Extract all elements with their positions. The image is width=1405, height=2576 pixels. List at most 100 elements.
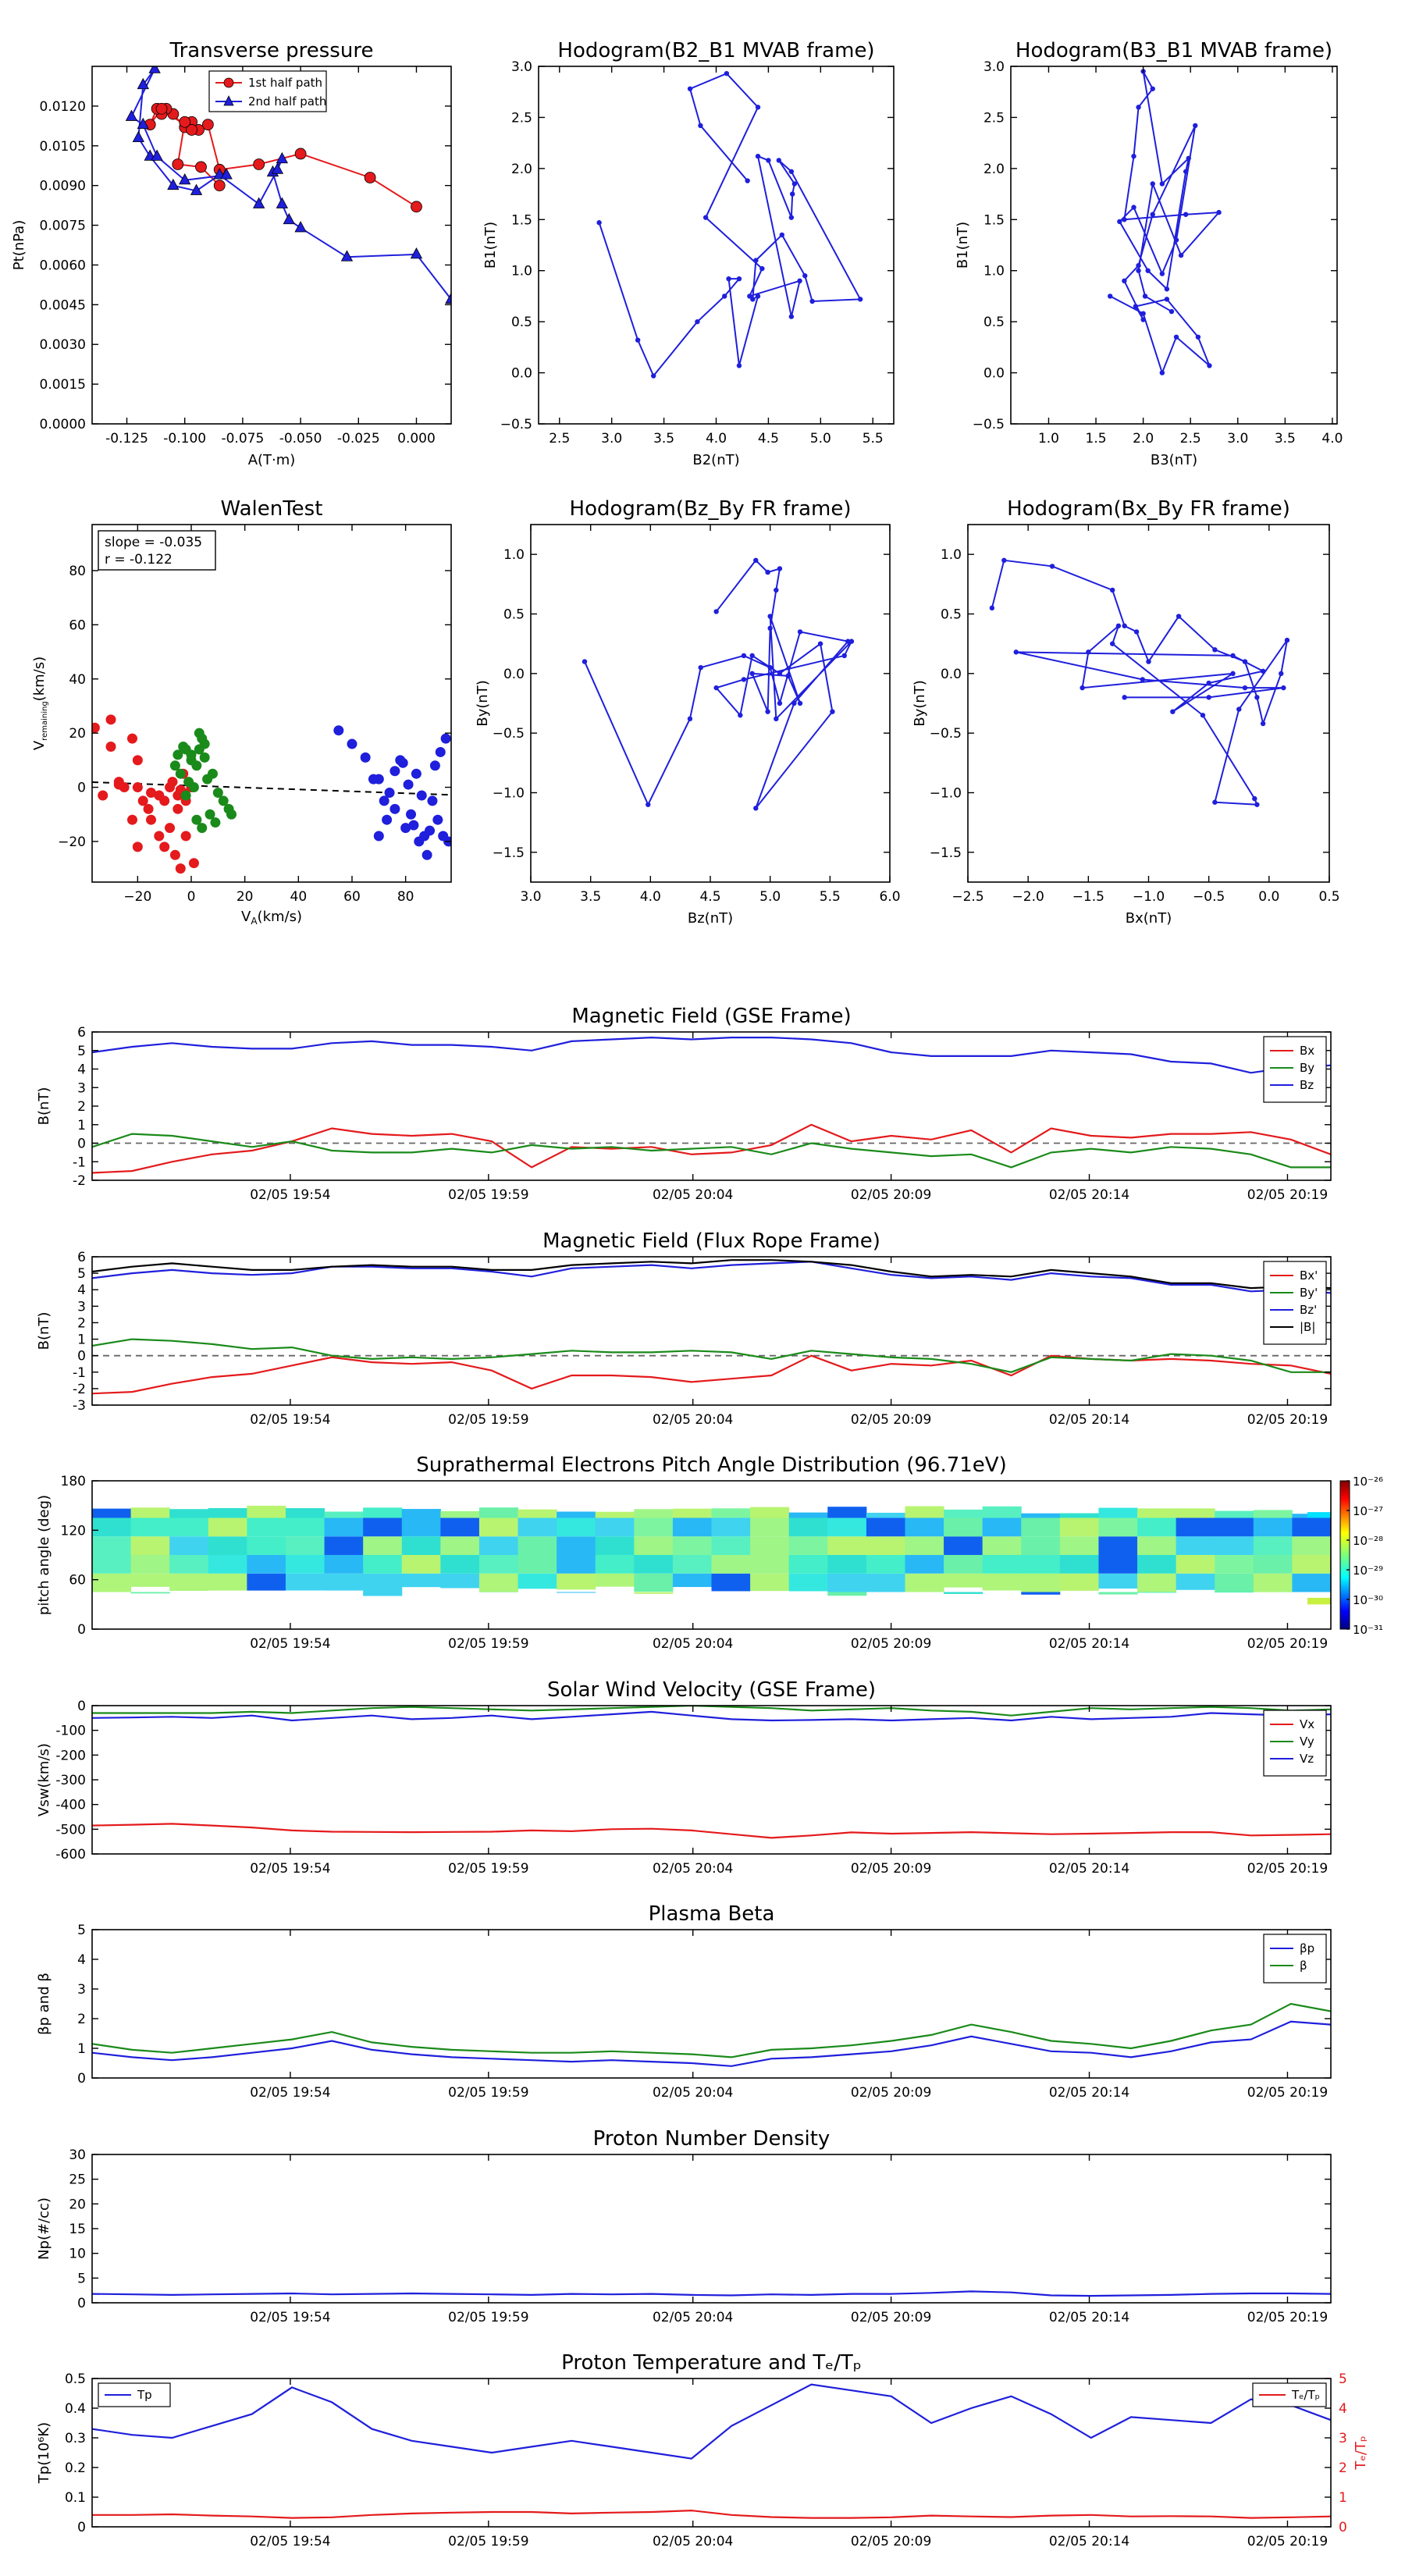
x-tick-label: 4.0 <box>640 889 661 905</box>
y-tick-label-right: 0 <box>1339 2520 1347 2535</box>
data-point <box>113 779 124 790</box>
heatmap-cell <box>827 1573 867 1592</box>
legend-label: Tp <box>137 2388 152 2402</box>
legend-label: Bx <box>1300 1044 1314 1058</box>
heatmap-cell <box>208 1507 247 1518</box>
data-point <box>180 790 191 801</box>
plot-area <box>92 714 451 874</box>
heatmap-cell <box>324 1517 364 1537</box>
data-point <box>1049 564 1055 569</box>
plot-area <box>1108 69 1222 375</box>
data-point <box>713 609 719 614</box>
heatmap-cell <box>1059 1513 1099 1518</box>
heatmap-cell <box>866 1517 905 1537</box>
heatmap-cell <box>363 1536 403 1555</box>
heatmap-cell <box>1215 1517 1254 1537</box>
y-tick-label: 2.5 <box>984 110 1005 126</box>
panel-h1: Hodogram(B2_B1 MVAB frame) 2.5 3.0 3.5 4.0 4.… <box>482 39 895 468</box>
x-tick-label: 60 <box>343 889 361 905</box>
heatmap-cell <box>92 1517 132 1537</box>
data-point <box>1013 649 1019 655</box>
data-point <box>294 148 307 160</box>
heatmap-cell <box>440 1573 480 1589</box>
time-tick-label: 02/05 20:19 <box>1247 1412 1328 1428</box>
chart-title: Hodogram(Bz_By FR frame) <box>570 497 852 521</box>
y-tick-label: 180 <box>61 1474 86 1489</box>
heatmap-cell <box>1176 1555 1215 1574</box>
heatmap-cell <box>1021 1513 1061 1518</box>
y-tick-label: 0.0 <box>984 366 1005 382</box>
heatmap-cell <box>982 1555 1022 1574</box>
data-point <box>1195 334 1201 340</box>
data-point <box>276 151 289 164</box>
x-tick-label: −0.5 <box>1193 889 1225 905</box>
data-point <box>776 158 781 163</box>
data-point <box>132 782 143 793</box>
heatmap-cell <box>285 1555 325 1574</box>
heatmap-cell <box>401 1573 441 1588</box>
heatmap-cell <box>1021 1592 1061 1595</box>
y-tick-label: -300 <box>55 1773 86 1788</box>
y-tick-label: 60 <box>69 617 86 633</box>
legend-label: Vx <box>1300 1717 1314 1731</box>
y-tick-label: 0.5 <box>941 607 962 623</box>
data-point <box>797 629 803 635</box>
plot-frame <box>91 1031 1332 1181</box>
time-tick-label: 02/05 20:19 <box>1247 1187 1328 1203</box>
x-tick-label: 3.0 <box>520 889 541 905</box>
y-axis-label: Vremaining(km/s) <box>31 656 49 750</box>
data-point <box>126 814 137 825</box>
panel-ts4: Plasma Beta 02/05 19:54 02/05 19:59 02/05 2… <box>36 1902 1332 2101</box>
heatmap-cell <box>247 1517 286 1537</box>
heatmap-cell <box>169 1573 209 1591</box>
data-point <box>340 250 354 262</box>
data-point <box>1254 695 1260 700</box>
heatmap-cell <box>866 1573 905 1592</box>
y-tick-label: 0.3 <box>65 2431 86 2446</box>
heatmap-cell <box>1176 1517 1215 1537</box>
data-point <box>148 66 161 73</box>
data-point <box>429 760 440 771</box>
time-tick-label: 02/05 20:14 <box>1049 2310 1129 2325</box>
heatmap-cell <box>169 1555 209 1574</box>
data-point <box>220 168 233 180</box>
heatmap-cell <box>557 1511 596 1518</box>
heatmap-cell <box>401 1509 441 1518</box>
heatmap-cell <box>1253 1536 1293 1555</box>
heatmap-cell <box>1215 1592 1254 1593</box>
data-point <box>382 814 393 825</box>
data-point <box>797 278 802 283</box>
data-point <box>364 172 376 183</box>
plot-area <box>125 66 451 304</box>
data-point <box>105 714 116 725</box>
heatmap-cell <box>827 1517 867 1537</box>
x-tick-label: -0.050 <box>279 431 322 447</box>
time-tick-label: 02/05 20:14 <box>1049 2085 1129 2101</box>
plot-frame <box>91 66 452 425</box>
data-point <box>749 671 755 677</box>
y-tick-label: 0 <box>77 1349 86 1364</box>
data-point <box>151 149 163 161</box>
heatmap-cell <box>1253 1510 1293 1518</box>
y-tick-label: 3 <box>77 1982 86 1998</box>
data-point <box>802 273 808 279</box>
time-tick-label: 02/05 19:54 <box>250 1861 330 1877</box>
y-tick-label: 6 <box>77 1250 86 1265</box>
heatmap-cell <box>750 1536 790 1555</box>
data-point <box>1122 217 1127 222</box>
y-tick-label: 0 <box>77 1699 86 1714</box>
time-tick-label: 02/05 20:04 <box>653 1412 733 1428</box>
data-point <box>218 795 229 806</box>
heatmap-cell <box>363 1573 403 1592</box>
data-point <box>765 569 770 575</box>
y-tick-label: 2.0 <box>984 162 1005 177</box>
heatmap-cell <box>557 1517 596 1537</box>
heatmap-cell <box>285 1573 325 1591</box>
x-tick-label: 5.0 <box>759 889 781 905</box>
data-point <box>137 117 149 130</box>
y-tick-label: 1 <box>77 1332 86 1348</box>
data-point <box>817 641 823 646</box>
data-point <box>384 788 395 798</box>
heatmap-cell <box>557 1555 596 1574</box>
data-point <box>1207 363 1212 368</box>
